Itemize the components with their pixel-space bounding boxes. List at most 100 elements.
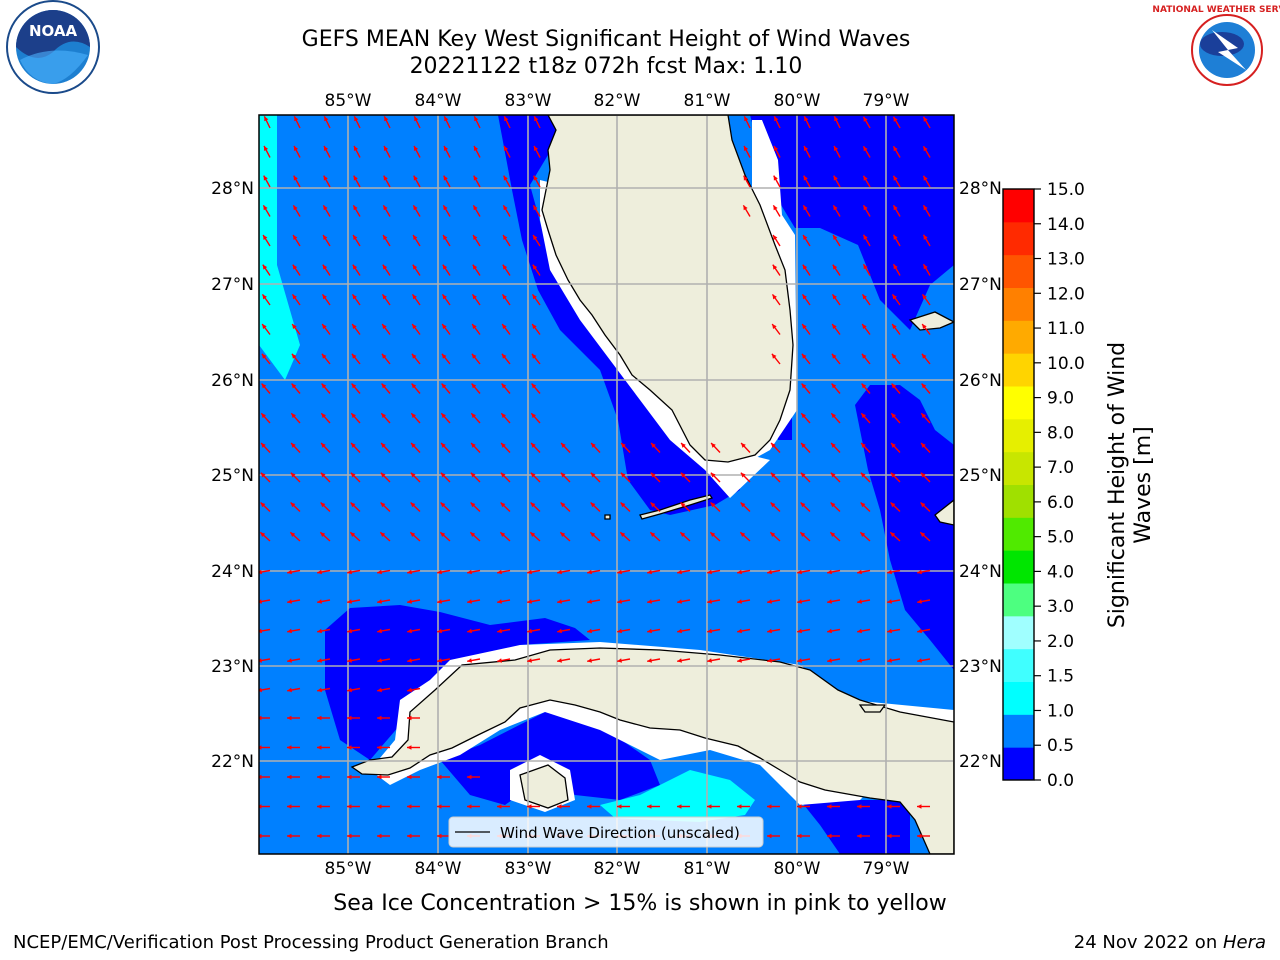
wave-arrow-head	[802, 324, 807, 330]
wave-arrow-head	[381, 383, 387, 389]
wave-arrow-head	[801, 443, 806, 448]
lon-label: 80°W	[774, 91, 821, 111]
wave-arrow-head	[797, 628, 802, 634]
wave-arrow-head	[772, 264, 778, 270]
wave-arrow-head	[797, 599, 802, 604]
wave-arrow-head	[857, 658, 862, 663]
wave-arrow-head	[857, 569, 862, 575]
wave-arrow-head	[411, 353, 417, 359]
wave-arrow-head	[320, 502, 326, 508]
wave-arrow-head	[441, 353, 447, 359]
wave-arrow-head	[681, 443, 686, 448]
wave-arrow-head	[471, 413, 477, 419]
lat-label: 25°N	[959, 466, 1002, 486]
wave-arrow-head	[893, 205, 898, 211]
lat-label: 22°N	[211, 752, 254, 772]
wave-arrow-head	[323, 205, 328, 211]
wave-arrow-head	[857, 804, 862, 809]
colorbar-tick-label: 11.0	[1047, 319, 1085, 339]
lon-label: 83°W	[505, 859, 552, 879]
wave-arrow-head	[293, 175, 298, 181]
lon-label: 84°W	[415, 91, 462, 111]
wave-arrow-head	[771, 443, 776, 448]
wave-arrow-head	[923, 234, 928, 240]
wave-arrow-head	[412, 324, 417, 330]
wave-arrow-head	[533, 205, 538, 211]
wave-arrow-head	[893, 234, 898, 240]
wave-arrow-head	[767, 628, 772, 634]
wave-arrow-head	[767, 599, 772, 604]
wave-arrow-head	[261, 383, 267, 389]
wave-arrow-head	[710, 502, 716, 508]
wave-arrow-head	[893, 146, 898, 152]
wave-arrow-head	[352, 294, 357, 300]
wave-arrow-head	[860, 502, 866, 508]
wave-arrow-head	[534, 116, 539, 122]
wave-arrow-head	[294, 116, 299, 122]
noaa-logo-icon: NOAA	[6, 0, 100, 94]
wave-arrow-head	[287, 745, 292, 750]
wave-arrow-head	[317, 804, 322, 809]
wave-arrow-head	[827, 569, 832, 575]
wave-arrow-head	[833, 175, 838, 181]
wave-arrow-head	[620, 502, 626, 508]
wave-arrow-head	[322, 294, 327, 300]
wave-arrow-head	[502, 294, 507, 300]
wave-arrow-head	[377, 804, 382, 809]
wave-arrow-head	[800, 532, 806, 537]
lon-label: 82°W	[594, 859, 641, 879]
noaa-logo-text: NOAA	[29, 22, 78, 40]
wave-arrow-head	[317, 658, 322, 663]
wave-arrow-head	[621, 443, 626, 448]
nws-logo-text: NATIONAL WEATHER SERVICE	[1152, 5, 1280, 15]
map-legend: Wind Wave Direction (unscaled)	[448, 816, 764, 848]
wave-arrow-head	[412, 294, 417, 300]
lat-label: 28°N	[211, 179, 254, 199]
wave-arrow-head	[504, 145, 509, 151]
wave-arrow-head	[443, 234, 448, 240]
wave-arrow-head	[744, 116, 749, 122]
wave-arrow-head	[620, 472, 626, 478]
wave-arrow-head	[533, 234, 538, 240]
colorbar-tick-label: 12.0	[1047, 284, 1085, 304]
colorbar-segment	[1003, 451, 1034, 485]
wave-arrow-head	[377, 599, 382, 604]
wave-arrow-head	[531, 353, 537, 359]
wave-arrow-head	[831, 443, 836, 448]
wave-arrow-head	[917, 804, 922, 809]
wave-arrow-head	[617, 569, 622, 575]
wave-arrow-head	[891, 443, 896, 448]
lat-label: 26°N	[211, 371, 254, 391]
wave-arrow-head	[324, 116, 329, 122]
wave-arrow-head	[560, 532, 566, 537]
legend-label: Wind Wave Direction (unscaled)	[500, 824, 740, 842]
wave-arrow-head	[770, 472, 776, 478]
wave-arrow-head	[287, 687, 292, 693]
wave-arrow-head	[647, 628, 652, 634]
wave-arrow-head	[740, 472, 746, 478]
wave-arrow-head	[377, 687, 382, 693]
wave-arrow-head	[350, 502, 356, 508]
wave-arrow-head	[440, 502, 446, 508]
wave-arrow-head	[767, 804, 772, 809]
land	[350, 115, 954, 854]
wave-arrow-head	[887, 628, 892, 634]
lon-label: 81°W	[684, 91, 731, 111]
wave-arrow-head	[773, 175, 778, 181]
wave-arrow-head	[737, 569, 742, 575]
wave-arrow-head	[560, 502, 566, 508]
lat-label: 23°N	[211, 657, 254, 677]
wave-arrow-head	[347, 628, 352, 634]
wave-arrow-head	[590, 532, 596, 537]
colorbar-segment	[1003, 747, 1034, 781]
wave-arrow-head	[617, 628, 622, 634]
lon-label: 81°W	[684, 859, 731, 879]
colorbar-segment	[1003, 353, 1034, 387]
colorbar-segment	[1003, 320, 1034, 354]
wave-arrow-head	[921, 383, 927, 389]
wave-arrow-head	[324, 145, 329, 151]
colorbar-segment	[1003, 648, 1034, 682]
lon-label: 80°W	[774, 859, 821, 879]
wave-arrow-head	[467, 658, 472, 663]
